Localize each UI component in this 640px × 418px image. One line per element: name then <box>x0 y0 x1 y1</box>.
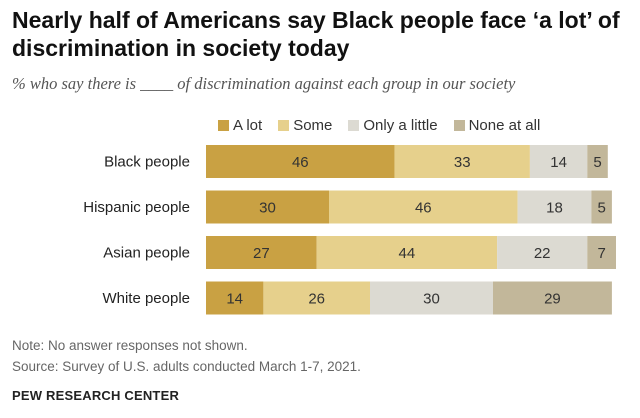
stacked-bar-chart: Black people 46 33 14 5 Hispanic people 30 46 18… <box>83 145 616 315</box>
legend-label-some: Some <box>293 116 333 134</box>
data-label-asian-people-only-a-little: 22 <box>534 245 551 262</box>
data-label-asian-people-a-lot: 27 <box>253 245 270 262</box>
data-label-white-people-only-a-little: 30 <box>423 291 440 308</box>
category-label-white-people: White people <box>102 290 190 307</box>
legend-item-none-at-all: None at all <box>453 116 541 134</box>
bar-black-people-a-lot <box>206 145 395 178</box>
bar-hispanic-people-a-lot <box>206 190 329 224</box>
legend-swatch-some <box>278 119 290 131</box>
data-label-black-people-some: 33 <box>454 154 471 171</box>
bar-hispanic-people-some <box>329 190 518 224</box>
legend: A lot Some Only a little None at all <box>218 115 556 135</box>
legend-swatch-only-a-little <box>348 119 360 131</box>
legend-swatch-none-at-all <box>453 119 465 131</box>
data-label-black-people-only-a-little: 14 <box>550 154 567 171</box>
data-label-white-people-a-lot: 14 <box>226 291 243 308</box>
chart-note: Note: No answer responses not shown. <box>12 338 248 353</box>
legend-label-a-lot: A lot <box>233 116 263 134</box>
chart-title: Nearly half of Americans say Black peopl… <box>12 7 620 61</box>
bar-hispanic-people-none-at-all <box>591 190 612 224</box>
bar-asian-people-some <box>316 236 498 269</box>
category-label-hispanic-people: Hispanic people <box>83 199 190 216</box>
legend-label-none-at-all: None at all <box>468 116 541 134</box>
bar-hispanic-people-only-a-little <box>517 190 592 224</box>
category-label-black-people: Black people <box>104 154 190 171</box>
bar-asian-people-none-at-all <box>587 236 616 269</box>
legend-item-only-a-little: Only a little <box>348 116 438 134</box>
data-label-asian-people-some: 44 <box>399 245 416 262</box>
chart-source: Source: Survey of U.S. adults conducted … <box>12 359 361 374</box>
data-label-hispanic-people-only-a-little: 18 <box>546 200 563 217</box>
data-label-white-people-some: 26 <box>308 291 325 308</box>
data-label-asian-people-none-at-all: 7 <box>597 245 605 262</box>
data-label-hispanic-people-none-at-all: 5 <box>597 200 605 217</box>
chart-subtitle: % who say there is ____ of discriminatio… <box>12 74 516 93</box>
bar-white-people-none-at-all <box>493 281 612 315</box>
bar-white-people-some <box>263 281 370 315</box>
brand-logo: PEW RESEARCH CENTER <box>12 388 180 403</box>
legend-item-some: Some <box>278 117 332 134</box>
bar-asian-people-a-lot <box>206 236 317 269</box>
legend-item-a-lot: A lot <box>218 117 262 134</box>
bar-black-people-only-a-little <box>529 145 588 178</box>
data-label-black-people-a-lot: 46 <box>292 154 309 171</box>
bar-white-people-only-a-little <box>370 281 493 315</box>
data-label-hispanic-people-a-lot: 30 <box>259 200 276 217</box>
data-label-hispanic-people-some: 46 <box>415 200 432 217</box>
bar-black-people-some <box>394 145 530 178</box>
category-label-asian-people: Asian people <box>103 245 190 262</box>
data-label-white-people-none-at-all: 29 <box>544 291 561 308</box>
legend-label-only-a-little: Only a little <box>363 116 438 134</box>
legend-swatch-a-lot <box>218 119 229 131</box>
bar-asian-people-only-a-little <box>497 236 588 269</box>
data-label-black-people-none-at-all: 5 <box>593 154 601 171</box>
bar-black-people-none-at-all <box>587 145 608 178</box>
bar-white-people-a-lot <box>206 281 264 315</box>
